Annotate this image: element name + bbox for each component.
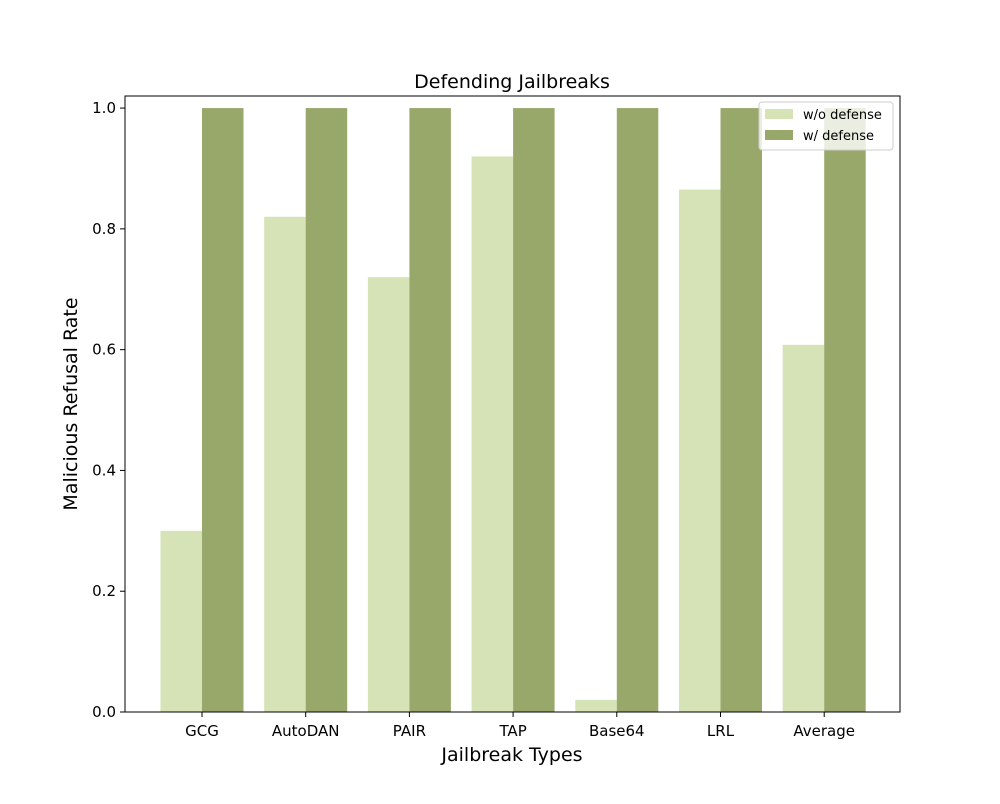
x-axis-label: Jailbreak Types bbox=[440, 744, 582, 766]
y-tick-label: 0.4 bbox=[92, 461, 116, 479]
bar-without-defense-base64 bbox=[575, 699, 617, 712]
legend: w/o defense w/ defense bbox=[758, 101, 894, 151]
legend-label-with-defense: w/ defense bbox=[803, 129, 874, 144]
bar-without-defense-lrl bbox=[679, 189, 721, 712]
plot-frame bbox=[124, 95, 901, 713]
legend-swatch-without-defense bbox=[765, 109, 793, 119]
bar-without-defense-tap bbox=[471, 156, 514, 712]
bar-with-defense-lrl bbox=[720, 108, 762, 712]
x-tick-label-base64: Base64 bbox=[589, 722, 645, 740]
bars-layer bbox=[160, 108, 866, 713]
y-tick-label: 0.2 bbox=[92, 582, 116, 600]
bar-with-defense-tap bbox=[513, 108, 555, 712]
y-axis: 0.0 0.2 0.4 0.6 0.8 1.0 bbox=[92, 99, 125, 721]
x-tick-label-average: Average bbox=[793, 722, 855, 740]
x-tick-label-lrl: LRL bbox=[707, 722, 735, 740]
legend-label-without-defense: w/o defense bbox=[803, 108, 882, 123]
bar-with-defense-pair bbox=[409, 108, 451, 712]
y-tick-label: 0.8 bbox=[92, 220, 116, 238]
bar-without-defense-average bbox=[782, 344, 825, 712]
y-tick-label: 0.0 bbox=[92, 703, 116, 721]
bar-with-defense-gcg bbox=[202, 108, 244, 712]
x-tick-label-tap: TAP bbox=[498, 722, 526, 740]
x-tick-label-gcg: GCG bbox=[185, 722, 219, 740]
bar-without-defense-gcg bbox=[160, 530, 202, 712]
y-tick-label: 1.0 bbox=[92, 99, 116, 117]
x-tick-label-pair: PAIR bbox=[393, 722, 426, 740]
chart-title: Defending Jailbreaks bbox=[414, 71, 610, 93]
x-axis: GCG AutoDAN PAIR TAP Base64 LRL Average bbox=[185, 712, 855, 740]
y-axis-label: Malicious Refusal Rate bbox=[60, 297, 82, 510]
bar-with-defense-average bbox=[824, 108, 866, 712]
bar-with-defense-base64 bbox=[616, 108, 659, 712]
bar-without-defense-autodan bbox=[264, 216, 306, 713]
bar-with-defense-autodan bbox=[305, 108, 348, 712]
legend-swatch-with-defense bbox=[765, 130, 793, 140]
bar-without-defense-pair bbox=[367, 277, 410, 712]
x-tick-label-autodan: AutoDAN bbox=[272, 722, 340, 740]
y-tick-label: 0.6 bbox=[92, 341, 116, 359]
